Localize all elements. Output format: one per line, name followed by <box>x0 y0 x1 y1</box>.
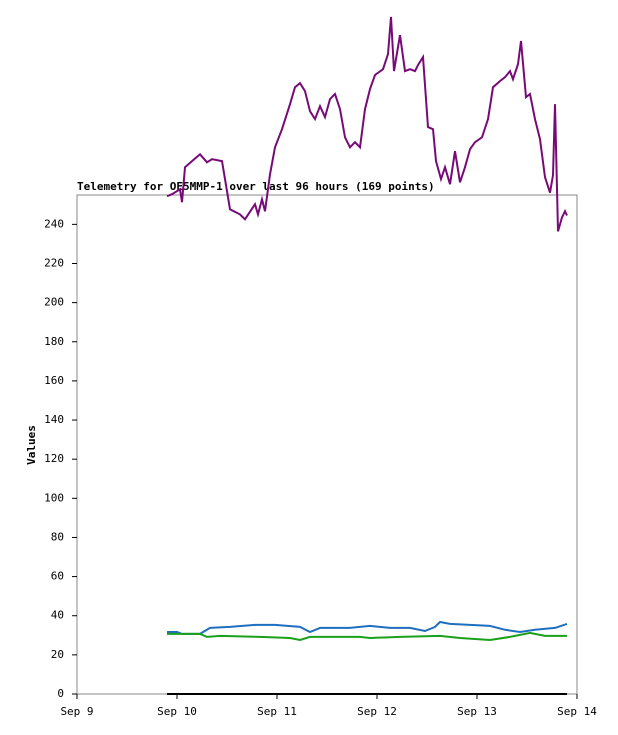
series-line <box>167 631 567 642</box>
x-tick-label: Sep 14 <box>557 705 597 718</box>
y-tick-label: 200 <box>44 296 64 309</box>
x-tick-label: Sep 10 <box>157 705 197 718</box>
y-tick-label: 60 <box>51 570 64 583</box>
chart-title: Telemetry for OE5MMP-1 over last 96 hour… <box>77 180 435 193</box>
y-tick-label: 160 <box>44 374 64 387</box>
y-tick-label: 220 <box>44 256 64 269</box>
series-line <box>167 620 568 635</box>
x-tick-label: Sep 12 <box>357 705 397 718</box>
plot-frame <box>76 194 578 695</box>
x-tick-label: Sep 11 <box>257 705 297 718</box>
y-tick-label: 240 <box>44 217 64 230</box>
y-tick-label: 180 <box>44 335 64 348</box>
series-line <box>166 16 568 232</box>
x-tick-label: Sep 9 <box>60 705 93 718</box>
x-tick-label: Sep 13 <box>457 705 497 718</box>
y-tick-label: 120 <box>44 452 64 465</box>
y-tick-label: 40 <box>51 609 64 622</box>
y-axis-label: Values <box>25 425 38 465</box>
y-tick-label: 140 <box>44 413 64 426</box>
y-tick-label: 0 <box>57 687 64 700</box>
y-tick-label: 100 <box>44 491 64 504</box>
y-tick-label: 80 <box>51 530 64 543</box>
y-tick-label: 20 <box>51 648 64 661</box>
